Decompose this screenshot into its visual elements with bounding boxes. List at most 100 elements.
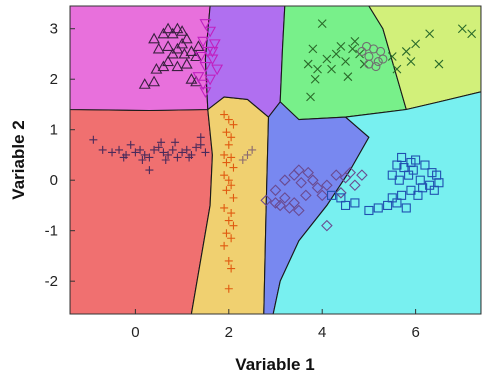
point-s0-13 <box>164 150 173 159</box>
point-s0-28 <box>161 156 170 164</box>
point-s4-5 <box>194 51 207 63</box>
point-s0-8 <box>140 150 149 159</box>
point-s5-13 <box>355 49 364 59</box>
point-s7-3 <box>279 192 291 204</box>
point-s8-6 <box>383 200 393 210</box>
point-s4-8 <box>211 64 224 76</box>
point-s1-21 <box>220 241 229 250</box>
point-s6-0 <box>357 46 367 56</box>
point-s0-22 <box>145 166 154 175</box>
point-s1-2 <box>229 120 238 129</box>
point-s3-13 <box>190 50 203 62</box>
point-s4-12 <box>199 87 212 98</box>
point-s8-22 <box>425 180 435 190</box>
y-tick-label-5: 3 <box>50 21 58 38</box>
point-s5-24 <box>306 92 315 102</box>
point-s8-2 <box>341 200 351 210</box>
point-s5-0 <box>317 19 327 29</box>
point-s5-2 <box>313 64 322 74</box>
point-s0-9 <box>145 153 154 162</box>
point-s8-1 <box>336 193 346 203</box>
point-s1-12 <box>227 181 236 190</box>
point-s1-3 <box>222 128 231 137</box>
point-s8-27 <box>418 183 428 193</box>
point-s0-1 <box>98 145 107 154</box>
point-s8-16 <box>404 170 414 180</box>
point-s5-21 <box>434 59 444 69</box>
point-s1-11 <box>224 176 233 185</box>
point-s0-7 <box>136 145 145 154</box>
y-tick-label-2: 0 <box>50 172 58 189</box>
point-s3-15 <box>171 60 184 72</box>
point-s3-22 <box>148 75 161 87</box>
point-s5-15 <box>387 52 397 61</box>
point-s7-11 <box>302 166 314 179</box>
point-s5-12 <box>350 36 360 46</box>
point-s6-5 <box>362 41 372 51</box>
point-s5-11 <box>348 44 357 54</box>
point-s4-13 <box>206 46 219 58</box>
point-s5-18 <box>406 57 416 66</box>
point-s7-24 <box>321 219 333 232</box>
point-s0-0 <box>89 135 98 144</box>
point-s1-18 <box>229 221 238 230</box>
point-s8-0 <box>326 190 337 200</box>
point-s1-5 <box>224 140 233 149</box>
point-s4-7 <box>199 62 212 73</box>
point-s5-8 <box>336 42 346 51</box>
point-s3-23 <box>178 47 191 59</box>
point-s1-7 <box>227 153 236 162</box>
point-s0-2 <box>108 148 117 157</box>
point-s0-23 <box>157 138 166 147</box>
point-s3-7 <box>152 42 165 54</box>
y-axis-title: Variable 2 <box>9 120 28 199</box>
point-s7-6 <box>288 197 300 209</box>
point-s8-3 <box>350 198 360 208</box>
point-s0-14 <box>168 145 177 154</box>
x-axis-title: Variable 1 <box>235 355 314 374</box>
point-s1-23 <box>227 264 236 273</box>
point-s7-20 <box>344 166 357 179</box>
point-s0-12 <box>159 148 168 157</box>
point-s1-22 <box>224 256 233 265</box>
point-s8-8 <box>401 203 411 213</box>
point-s8-28 <box>394 175 404 185</box>
point-s5-23 <box>467 29 477 39</box>
point-s8-21 <box>420 160 430 170</box>
point-s1-8 <box>222 158 231 167</box>
y-tick-label-3: 1 <box>50 122 58 139</box>
point-s7-14 <box>311 181 324 194</box>
point-s2-0 <box>238 156 247 164</box>
point-s0-3 <box>115 145 124 154</box>
point-s8-29 <box>413 190 423 200</box>
point-s5-14 <box>359 59 369 69</box>
point-s1-6 <box>220 150 229 159</box>
point-s7-21 <box>349 179 361 192</box>
point-s5-5 <box>310 74 320 84</box>
point-s6-8 <box>371 62 381 72</box>
point-s2-1 <box>248 145 257 154</box>
point-s7-7 <box>293 204 305 217</box>
point-s8-7 <box>392 198 402 208</box>
point-s3-17 <box>157 60 170 72</box>
point-s8-13 <box>392 160 402 170</box>
point-s0-10 <box>150 145 159 154</box>
point-s1-10 <box>220 171 229 180</box>
point-s3-2 <box>162 22 175 34</box>
point-s1-4 <box>227 133 236 142</box>
point-s7-17 <box>330 169 342 181</box>
point-s3-19 <box>185 73 198 84</box>
point-s7-12 <box>307 174 319 186</box>
point-s3-4 <box>171 22 184 34</box>
point-s6-3 <box>373 56 383 67</box>
point-s7-4 <box>269 184 282 197</box>
point-s7-15 <box>316 189 328 202</box>
point-s1-20 <box>227 234 236 243</box>
point-s3-18 <box>150 62 163 74</box>
point-s1-16 <box>227 209 236 218</box>
point-s1-9 <box>229 163 238 172</box>
point-s4-9 <box>192 72 205 83</box>
point-s8-23 <box>427 168 437 178</box>
point-s3-0 <box>148 32 161 44</box>
